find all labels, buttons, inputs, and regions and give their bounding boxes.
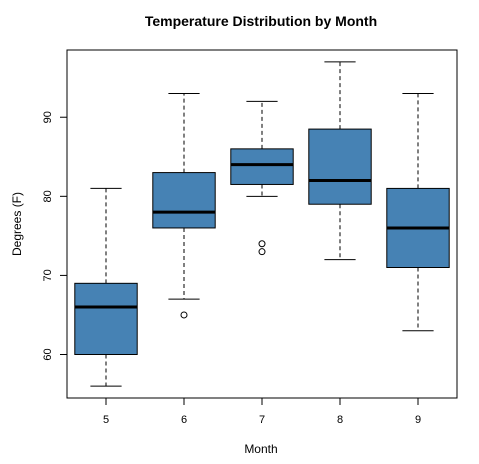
y-axis: 60 70 80 90 [42,111,68,361]
box-group-5 [74,187,138,387]
x-axis: 5 6 7 8 9 [103,397,421,426]
box-group-6 [152,93,216,319]
x-tick-label: 9 [415,414,421,426]
y-axis-label: Degrees (F) [10,192,24,256]
x-tick-label: 5 [103,414,109,426]
box-group-7 [230,100,294,256]
y-tick-label: 80 [42,190,54,202]
x-tick-label: 7 [259,414,265,426]
x-axis-label: Month [244,442,277,456]
x-tick-label: 8 [337,414,343,426]
box-group-9 [386,93,450,332]
box-group-8 [308,61,372,261]
outlier-point [258,248,266,256]
box [152,172,216,229]
y-tick-label: 60 [42,348,54,360]
box [308,128,372,205]
box [230,148,294,185]
chart-title: Temperature Distribution by Month [145,13,377,29]
y-tick-label: 70 [42,269,54,281]
x-tick-label: 6 [181,414,187,426]
boxes-group [74,61,450,387]
outlier-point [180,311,188,319]
y-tick-label: 90 [42,111,54,123]
box [74,282,138,355]
outlier-point [258,240,266,248]
